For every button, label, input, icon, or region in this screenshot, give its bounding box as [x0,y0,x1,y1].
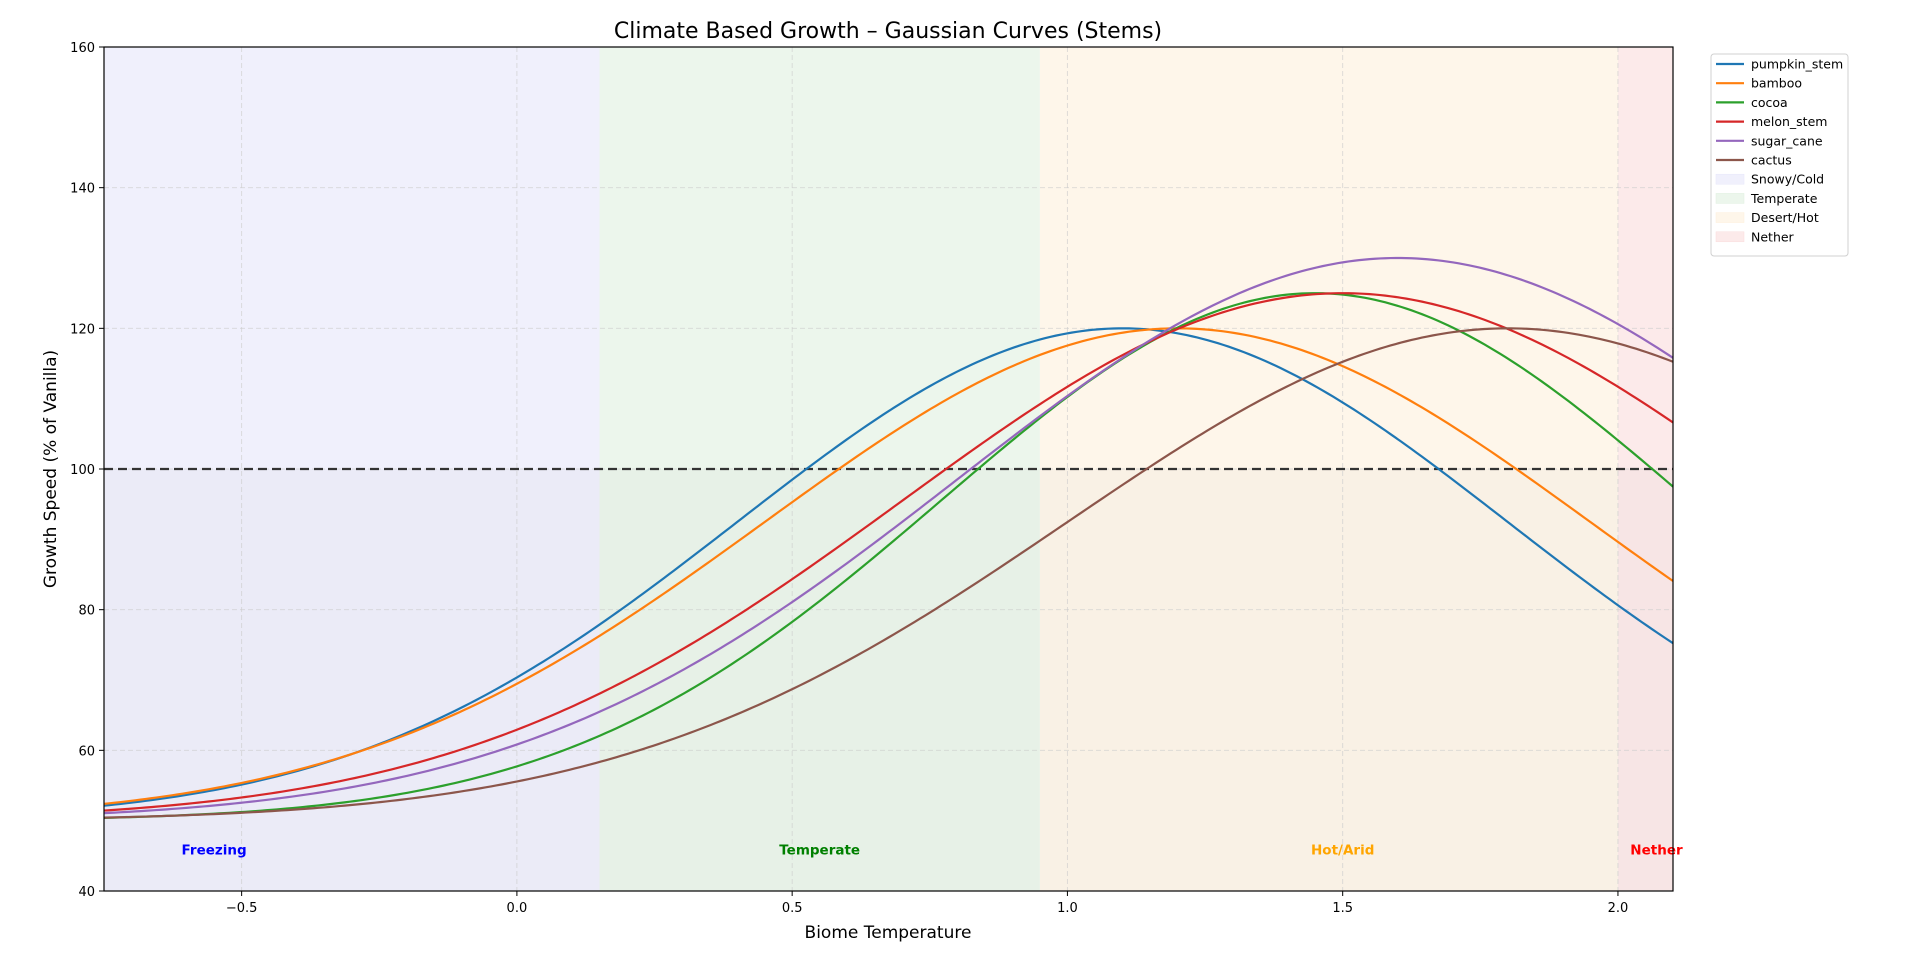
y-tick-label: 80 [78,604,95,619]
legend-label: Nether [1751,229,1795,244]
x-tick-label: 0.0 [507,901,528,916]
zone-labels: Freezing Temperate Hot/Arid Nether [182,842,1683,858]
zone-label-1: Temperate [779,842,860,858]
x-tick-label: −0.5 [226,901,258,916]
legend-label: cocoa [1751,95,1788,110]
x-axis-label: Biome Temperature [805,923,972,943]
series-lines [103,256,1674,819]
legend-label: Temperate [1750,191,1818,206]
legend-label: cactus [1751,153,1792,168]
legend-box [1710,53,1849,257]
legend-swatch-zone-1 [1715,193,1745,204]
x-axis-ticks: −0.5 0.0 0.5 1.0 1.5 2.0 [226,891,1628,916]
legend-label: bamboo [1751,76,1802,91]
y-tick-label: 40 [78,885,95,900]
y-tick-label: 140 [70,182,95,197]
series-line-sugar_cane [103,256,1674,815]
series-line-cactus [103,327,1674,819]
zone-label-0: Freezing [182,842,247,858]
legend-swatch-zone-2 [1715,212,1745,223]
y-axis-label: Growth Speed (% of Vanilla) [41,350,61,588]
zone-label-2: Hot/Arid [1311,842,1374,858]
y-tick-label: 60 [78,744,95,759]
x-tick-label: 2.0 [1608,901,1629,916]
y-tick-label: 160 [70,41,95,56]
x-tick-label: 1.0 [1057,901,1078,916]
legend-swatch-zone-0 [1715,173,1745,185]
zone-label-3: Nether [1630,842,1683,858]
legend-label: Snowy/Cold [1751,172,1824,187]
x-tick-label: 0.5 [782,901,803,916]
chart-title: Climate Based Growth – Gaussian Curves (… [614,19,1162,44]
y-axis-ticks: 40 60 80 100 120 140 160 [70,41,104,900]
legend-label: sugar_cane [1751,133,1823,148]
x-tick-label: 1.5 [1332,901,1353,916]
below-reference-shade [104,469,1673,891]
legend-label: melon_stem [1751,114,1827,129]
legend-swatch-zone-3 [1715,231,1745,243]
series-line-cocoa [103,292,1674,819]
y-tick-label: 100 [70,463,95,478]
legend-label: pumpkin_stem [1751,57,1843,72]
series-line-melon_stem [103,292,1674,812]
y-tick-label: 120 [70,322,95,337]
legend-label: Desert/Hot [1751,210,1819,225]
series-line-bamboo [103,327,1674,805]
